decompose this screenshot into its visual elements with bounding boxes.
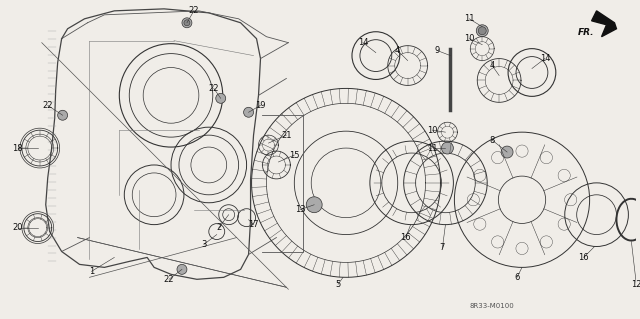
Polygon shape: [591, 11, 616, 37]
Text: 7: 7: [440, 243, 445, 252]
Text: 10: 10: [464, 34, 474, 43]
Text: 20: 20: [13, 223, 23, 232]
Text: 15: 15: [289, 151, 300, 160]
Text: 4: 4: [490, 61, 495, 70]
Circle shape: [58, 110, 68, 120]
Text: 18: 18: [13, 144, 23, 152]
Text: 10: 10: [428, 126, 438, 135]
Text: 9: 9: [435, 46, 440, 55]
Text: 1: 1: [89, 267, 94, 276]
Text: 6: 6: [515, 273, 520, 282]
Text: 22: 22: [164, 275, 174, 284]
Circle shape: [476, 25, 488, 37]
Circle shape: [478, 27, 486, 35]
Text: 22: 22: [209, 84, 219, 93]
Circle shape: [182, 18, 192, 28]
Circle shape: [216, 93, 226, 103]
Text: FR.: FR.: [578, 28, 595, 37]
Text: 2: 2: [216, 223, 221, 232]
Text: 12: 12: [631, 280, 640, 289]
Circle shape: [307, 197, 322, 213]
Text: 21: 21: [281, 131, 292, 140]
Text: 11: 11: [428, 144, 438, 152]
Text: 4: 4: [395, 46, 401, 55]
Circle shape: [501, 146, 513, 158]
Text: 3: 3: [201, 240, 207, 249]
Text: 14: 14: [358, 38, 368, 47]
Text: 14: 14: [540, 54, 550, 63]
Text: 19: 19: [255, 101, 266, 110]
Circle shape: [184, 20, 190, 26]
Text: 22: 22: [189, 6, 199, 15]
Text: 22: 22: [42, 101, 53, 110]
Circle shape: [177, 264, 187, 274]
Text: 8R33-M0100: 8R33-M0100: [470, 303, 515, 309]
Text: 16: 16: [579, 253, 589, 262]
Text: 13: 13: [295, 205, 305, 214]
Text: 8: 8: [490, 136, 495, 145]
Circle shape: [244, 107, 253, 117]
Circle shape: [442, 142, 453, 154]
Text: 17: 17: [248, 220, 259, 229]
Text: 5: 5: [335, 280, 340, 289]
Text: 16: 16: [401, 233, 411, 242]
Text: 11: 11: [464, 14, 474, 23]
